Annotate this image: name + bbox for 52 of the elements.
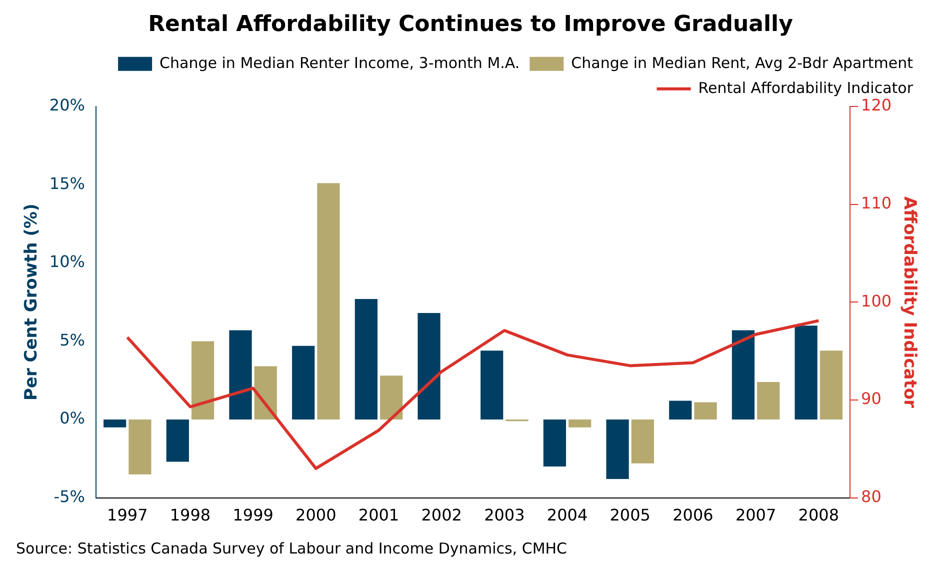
bar (254, 366, 277, 420)
x-tick-label: 2000 (296, 506, 336, 525)
y2-axis-title: Affordability Indicator (899, 196, 920, 408)
bar (732, 330, 755, 420)
legend-label: Change in Median Rent, Avg 2-Bdr Apartment (571, 54, 914, 72)
x-tick-label: 1999 (232, 506, 274, 525)
x-tick-label: 1998 (170, 506, 211, 525)
y-axis-title: Per Cent Growth (%) (22, 204, 42, 401)
bar (694, 402, 717, 420)
bar (757, 382, 780, 420)
bar (480, 350, 504, 420)
bar (191, 341, 214, 420)
bar (794, 326, 818, 420)
y-tick-label: 10% (49, 252, 85, 272)
source-note: Source: Statistics Canada Survey of Labour and Income Dynamics, CMHC (16, 539, 568, 558)
chart-title: Rental Affordability Continues to Improve Gradually (148, 12, 793, 37)
bar (292, 346, 315, 420)
y2-tick-label: 100 (861, 291, 892, 310)
x-tick-label: 2007 (735, 506, 776, 525)
bar (380, 376, 403, 420)
bar (820, 350, 843, 420)
x-tick-label: 2006 (672, 506, 714, 525)
x-tick-label: 2003 (484, 506, 525, 525)
bar (166, 420, 189, 462)
bar (568, 420, 592, 428)
y2-tick-label: 110 (861, 193, 892, 212)
x-tick-label: 2002 (421, 506, 462, 525)
bar (543, 420, 566, 466)
x-tick-label: 2004 (546, 506, 588, 525)
y-tick-label: 5% (60, 330, 85, 350)
legend-label: Rental Affordability Indicator (698, 78, 914, 97)
bar (669, 400, 692, 420)
y2-tick-label: 120 (861, 96, 892, 115)
bar (104, 420, 126, 428)
y-tick-label: 20% (49, 96, 85, 115)
x-tick-label: 2005 (610, 506, 650, 525)
y2-tick-label: 80 (861, 486, 882, 506)
bar (354, 298, 378, 420)
y2-tick-label: 90 (861, 389, 882, 408)
y-tick-label: -5% (54, 486, 85, 506)
legend-label: Change in Median Renter Income, 3-month M.A. (160, 54, 520, 72)
x-tick-label: 2001 (358, 506, 400, 525)
x-tick-label: 2008 (798, 506, 839, 525)
x-tick-label: 1997 (107, 506, 148, 525)
y-tick-label: 15% (49, 174, 85, 193)
bar (418, 313, 440, 420)
bar (229, 330, 252, 420)
bar (606, 420, 629, 480)
bar (317, 183, 340, 420)
bar (128, 420, 152, 474)
y-tick-label: 0% (60, 408, 85, 428)
bar (631, 420, 654, 464)
